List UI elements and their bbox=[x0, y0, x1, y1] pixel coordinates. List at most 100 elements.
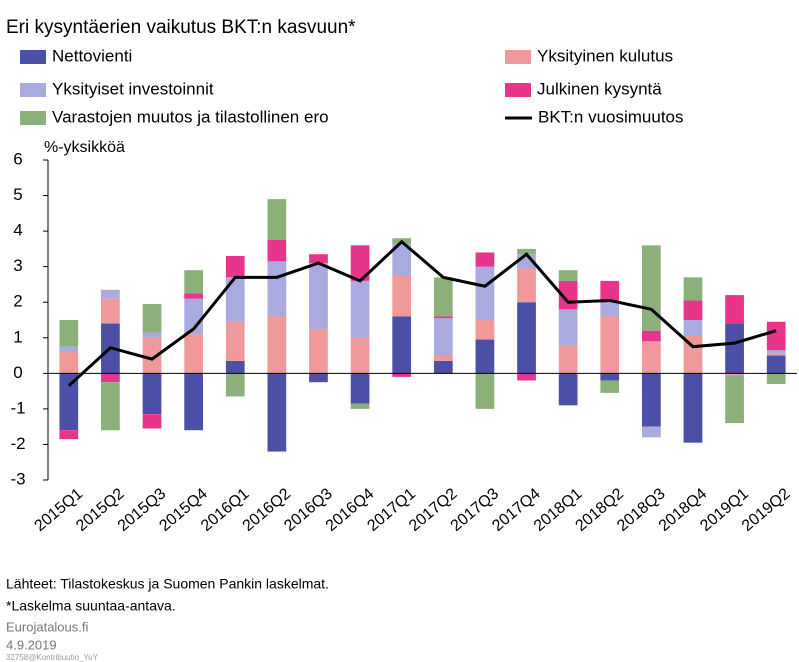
bar bbox=[59, 373, 79, 431]
bar bbox=[683, 277, 703, 301]
bar bbox=[392, 316, 412, 374]
bar bbox=[267, 261, 287, 317]
bar bbox=[766, 353, 786, 356]
legend-swatch bbox=[20, 50, 46, 64]
bar bbox=[101, 373, 120, 383]
bar bbox=[350, 280, 370, 338]
bar bbox=[517, 373, 536, 381]
bar bbox=[267, 240, 287, 262]
bar bbox=[558, 270, 578, 281]
bar bbox=[267, 316, 287, 374]
bar bbox=[433, 316, 453, 319]
bar bbox=[350, 373, 370, 404]
legend-swatch bbox=[20, 83, 46, 97]
bar bbox=[350, 245, 370, 281]
bar bbox=[101, 298, 120, 324]
y-tick-label: 6 bbox=[13, 149, 22, 168]
bar bbox=[142, 304, 162, 333]
bar bbox=[433, 355, 453, 361]
bar bbox=[309, 373, 328, 383]
bar bbox=[683, 320, 703, 336]
bar bbox=[433, 360, 453, 374]
bar bbox=[267, 373, 287, 452]
bar bbox=[558, 344, 578, 374]
chart-title: Eri kysyntäerien vaikutus BKT:n kasvuun* bbox=[6, 17, 356, 38]
bar bbox=[600, 373, 620, 381]
bar bbox=[59, 320, 79, 347]
bar bbox=[184, 334, 204, 374]
bar bbox=[517, 248, 536, 255]
bar bbox=[558, 309, 578, 345]
bar bbox=[350, 337, 370, 374]
bar bbox=[392, 373, 412, 377]
y-tick-label: 4 bbox=[13, 221, 22, 240]
bar bbox=[101, 289, 120, 299]
bar bbox=[725, 375, 744, 424]
bar bbox=[101, 382, 120, 431]
bar bbox=[309, 254, 328, 264]
bar bbox=[392, 275, 412, 317]
y-tick-label: 1 bbox=[13, 327, 22, 346]
legend-swatch bbox=[20, 111, 46, 125]
bar bbox=[641, 341, 661, 374]
bar bbox=[475, 339, 495, 374]
bar bbox=[641, 330, 661, 342]
bar bbox=[517, 302, 536, 374]
bar bbox=[184, 270, 204, 294]
footnote: Lähteet: Tilastokeskus ja Suomen Pankin … bbox=[6, 576, 329, 592]
y-tick-label: -1 bbox=[10, 398, 25, 417]
bar bbox=[433, 318, 453, 356]
bar bbox=[225, 277, 245, 322]
footnote: *Laskelma suuntaa-antava. bbox=[6, 598, 176, 614]
bar bbox=[683, 373, 703, 443]
y-tick-label: -2 bbox=[10, 434, 25, 453]
y-tick-label: 3 bbox=[13, 256, 22, 275]
y-tick-label: 2 bbox=[13, 292, 22, 311]
bar bbox=[350, 403, 370, 409]
bar bbox=[641, 245, 661, 331]
bar bbox=[517, 268, 536, 303]
legend-label: Julkinen kysyntä bbox=[537, 79, 662, 98]
bar bbox=[475, 373, 495, 409]
legend-swatch bbox=[505, 50, 531, 64]
bar bbox=[475, 266, 495, 320]
bar bbox=[641, 426, 661, 438]
bar bbox=[475, 320, 495, 340]
legend-label: Yksityiset investoinnit bbox=[52, 79, 214, 98]
bar bbox=[600, 302, 620, 317]
legend-label: BKT:n vuosimuutos bbox=[538, 107, 684, 126]
bar bbox=[641, 373, 661, 427]
bar bbox=[309, 328, 328, 374]
bar bbox=[725, 295, 744, 324]
code: 32758@Kontribuutio_YoY bbox=[6, 653, 99, 662]
y-tick-label: 0 bbox=[13, 363, 22, 382]
bar bbox=[683, 300, 703, 320]
bar bbox=[766, 350, 786, 354]
source: Eurojatalous.fi bbox=[6, 619, 88, 634]
bar bbox=[59, 352, 79, 374]
legend-label: Yksityinen kulutus bbox=[537, 46, 673, 65]
bar bbox=[225, 256, 245, 278]
bar bbox=[184, 293, 204, 299]
legend-swatch bbox=[505, 83, 531, 97]
bar bbox=[225, 373, 245, 397]
bar bbox=[267, 199, 287, 240]
bar bbox=[59, 346, 79, 352]
bar bbox=[184, 373, 204, 431]
bar bbox=[433, 277, 453, 317]
bar bbox=[766, 355, 786, 374]
bar bbox=[142, 332, 162, 338]
bar bbox=[725, 373, 744, 376]
bar bbox=[59, 430, 79, 440]
bar bbox=[225, 360, 245, 374]
legend-label: Varastojen muutos ja tilastollinen ero bbox=[52, 107, 329, 126]
bar bbox=[600, 316, 620, 374]
bar bbox=[142, 414, 162, 429]
gdp-line bbox=[67, 239, 777, 387]
bar bbox=[392, 243, 412, 276]
y-axis-label: %-yksikköä bbox=[44, 139, 125, 156]
bar bbox=[725, 323, 744, 374]
legend-label: Nettovienti bbox=[52, 46, 132, 65]
bar bbox=[475, 252, 495, 267]
